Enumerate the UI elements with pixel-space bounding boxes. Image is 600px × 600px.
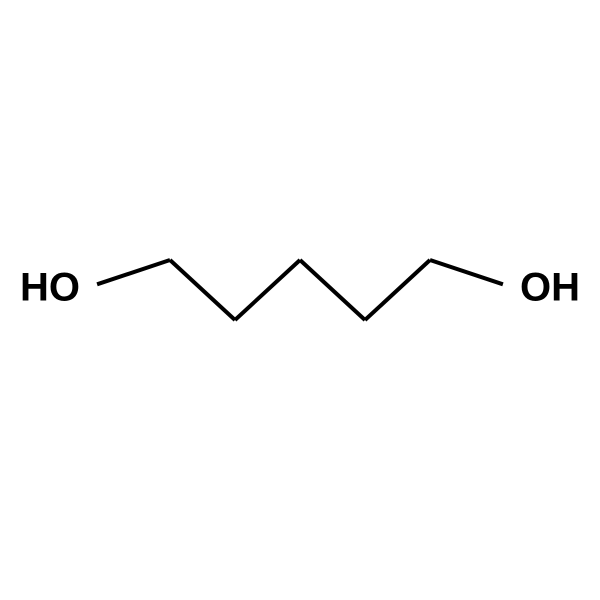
- molecule-svg: HO OH: [0, 0, 600, 600]
- molecule-diagram: HO OH: [0, 0, 600, 600]
- canvas-background: [0, 0, 600, 600]
- atom-label-O1: HO: [20, 266, 80, 310]
- atom-label-O2: OH: [520, 266, 580, 310]
